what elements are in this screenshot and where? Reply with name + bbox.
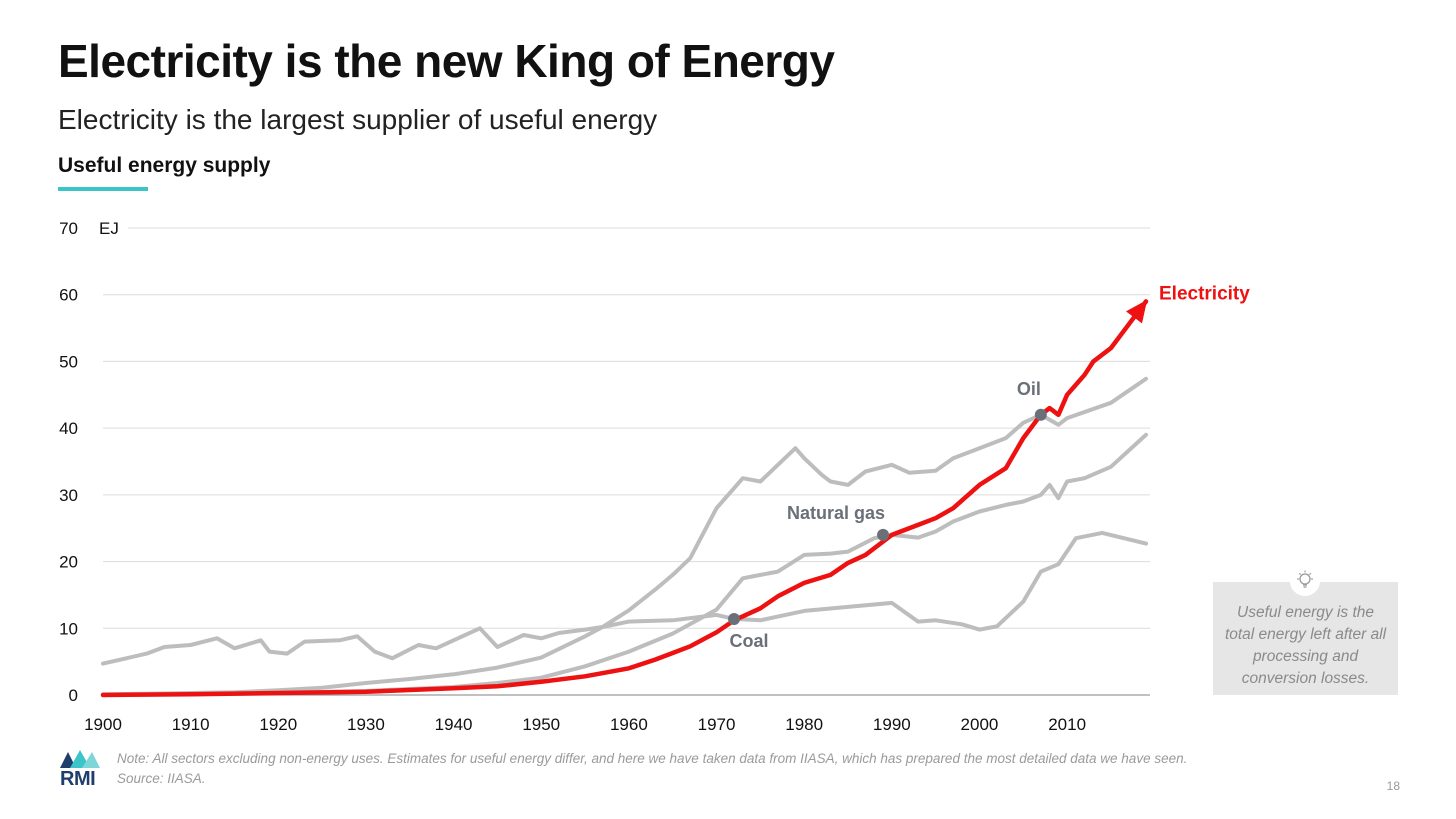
x-tick-label: 2010 — [1048, 715, 1086, 734]
arrowhead-electricity — [1126, 299, 1148, 324]
callout-text: Useful energy is the total energy left a… — [1224, 604, 1387, 687]
series-line-coal — [101, 530, 1148, 666]
x-tick-label: 2000 — [961, 715, 999, 734]
y-tick-label: 50 — [59, 352, 78, 371]
page-subtitle: Electricity is the largest supplier of u… — [58, 104, 658, 135]
series-label-coal: Coal — [730, 631, 769, 651]
grid-layer — [103, 227, 1150, 696]
x-tick-label: 1900 — [84, 715, 122, 734]
x-tick-label: 1940 — [435, 715, 473, 734]
page-number: 18 — [1386, 779, 1400, 793]
section-underline — [58, 187, 148, 191]
y-unit-label: EJ — [99, 219, 119, 238]
x-tick-label: 1950 — [522, 715, 560, 734]
y-tick-label: 0 — [69, 686, 78, 705]
series-label-electricity: Electricity — [1159, 283, 1250, 304]
y-tick-label: 10 — [59, 619, 78, 638]
logo-text: RMI — [60, 768, 96, 790]
x-tick-label: 1960 — [610, 715, 648, 734]
definition-callout: Useful energy is the total energy left a… — [1213, 582, 1398, 695]
y-tick-label: 30 — [59, 486, 78, 505]
marker-oil — [1034, 408, 1047, 421]
x-tick-label: 1980 — [785, 715, 823, 734]
x-tick-label: 1970 — [698, 715, 736, 734]
axis-layer: 0 10 20 30 40 50 60 70 EJ 1900 1910 1920 1930 1940 195… — [59, 219, 1086, 734]
series-layer — [100, 299, 1149, 698]
series-label-oil: Oil — [1017, 379, 1041, 399]
y-tick-label: 40 — [59, 419, 78, 438]
page-title: Electricity is the new King of Energy — [58, 35, 835, 87]
y-tick-label: 20 — [59, 553, 78, 572]
y-tick-label: 70 — [59, 219, 78, 238]
section-label: Useful energy supply — [58, 154, 271, 177]
label-layer: Oil Natural gas Coal Electricity — [728, 283, 1250, 651]
lightbulb-icon — [1290, 566, 1320, 596]
series-line-natural-gas — [101, 432, 1148, 697]
x-tick-label: 1990 — [873, 715, 911, 734]
source-note: Source: IIASA. — [117, 771, 206, 786]
marker-natural-gas — [877, 528, 890, 541]
marker-coal — [728, 612, 741, 625]
x-tick-label: 1920 — [259, 715, 297, 734]
series-line-electricity — [100, 299, 1149, 698]
rmi-logo-icon — [60, 750, 100, 768]
x-tick-label: 1910 — [172, 715, 210, 734]
x-tick-label: 1930 — [347, 715, 385, 734]
series-label-natural-gas: Natural gas — [787, 503, 885, 523]
y-tick-label: 60 — [59, 286, 78, 305]
series-line-oil — [101, 376, 1148, 697]
footnote: Note: All sectors excluding non-energy u… — [117, 751, 1188, 766]
